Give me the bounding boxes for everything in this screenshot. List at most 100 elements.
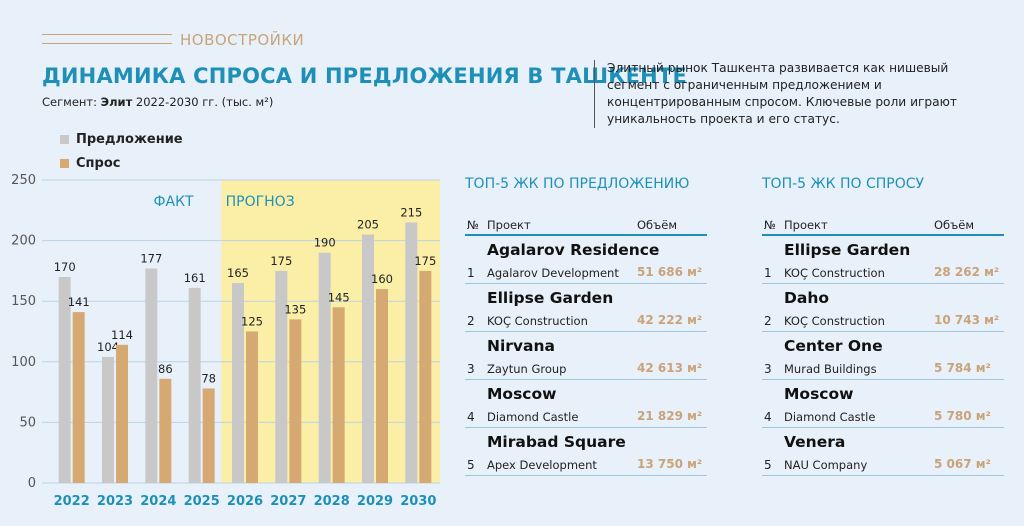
- legend-label-demand: Спрос: [76, 155, 121, 171]
- row-number: 2: [467, 314, 475, 328]
- top-supply-table: № Проект Объём Agalarov Residence 1 Agalar…: [465, 216, 707, 476]
- volume-value: 10 743 м²: [934, 313, 1000, 327]
- bar-demand: [72, 312, 85, 483]
- table-row: Ellipse Garden 2 KOÇ Construction 42 222 м²: [465, 286, 707, 332]
- y-tick-label: 250: [11, 173, 36, 188]
- developer-name: Apex Development: [487, 458, 597, 472]
- bar-demand: [332, 307, 345, 483]
- row-number: 1: [764, 266, 772, 280]
- y-tick-label: 150: [11, 294, 36, 309]
- table-row: Venera 5 NAU Company 5 067 м²: [762, 430, 1004, 476]
- developer-name: Diamond Castle: [784, 410, 876, 424]
- section-kicker: НОВОСТРОЙКИ: [180, 31, 305, 49]
- kicker-decoration: [42, 34, 172, 44]
- volume-value: 42 222 м²: [637, 313, 703, 327]
- data-label: 141: [68, 295, 90, 309]
- volume-value: 28 262 м²: [934, 265, 1000, 279]
- col-project: Проект: [487, 218, 531, 232]
- top-supply-title: ТОП-5 ЖК ПО ПРЕДЛОЖЕНИЮ: [465, 176, 690, 192]
- bar-demand: [159, 378, 172, 483]
- market-note: Элитный рынок Ташкента развивается как н…: [594, 60, 987, 128]
- data-label: 215: [400, 205, 422, 219]
- bar-demand: [246, 331, 258, 483]
- row-number: 3: [764, 362, 772, 376]
- data-label: 190: [314, 236, 336, 250]
- table-row: Nirvana 3 Zaytun Group 42 613 м²: [465, 334, 707, 380]
- legend-item-demand: Спрос: [60, 151, 183, 175]
- x-tick-label: 2028: [314, 494, 350, 509]
- table-body: Agalarov Residence 1 Agalarov Development 5…: [465, 238, 707, 476]
- bar-supply: [318, 252, 331, 483]
- legend-swatch-demand: [60, 158, 69, 168]
- volume-value: 42 613 м²: [637, 361, 703, 375]
- y-tick-label: 50: [19, 415, 36, 430]
- data-label: 135: [284, 302, 306, 316]
- x-tick-label: 2027: [270, 494, 306, 509]
- page-title: ДИНАМИКА СПРОСА И ПРЕДЛОЖЕНИЯ В ТАШКЕНТЕ: [42, 64, 687, 88]
- legend-swatch-supply: [60, 134, 69, 144]
- y-tick-label: 200: [11, 234, 36, 249]
- project-name: Nirvana: [487, 337, 555, 355]
- bar-supply: [188, 287, 201, 483]
- data-label: 160: [371, 272, 393, 286]
- forecast-label: ПРОГНОЗ: [226, 194, 295, 210]
- table-header: № Проект Объём: [762, 216, 1004, 236]
- project-name: Agalarov Residence: [487, 241, 660, 259]
- table-row: Center One 3 Murad Buildings 5 784 м²: [762, 334, 1004, 380]
- bar-supply: [405, 222, 418, 484]
- page-subtitle: Сегмент: Элит 2022-2030 гг. (тыс. м²): [42, 95, 273, 109]
- project-name: Mirabad Square: [487, 433, 626, 451]
- data-label: 175: [270, 254, 292, 268]
- data-label: 114: [111, 328, 133, 342]
- bar-supply: [145, 268, 158, 483]
- bar-supply: [275, 270, 288, 483]
- developer-name: Diamond Castle: [487, 410, 579, 424]
- data-label: 86: [158, 362, 173, 376]
- project-name: Center One: [784, 337, 883, 355]
- row-number: 2: [764, 314, 772, 328]
- bar-demand: [419, 270, 432, 483]
- fact-label: ФАКТ: [153, 194, 194, 210]
- col-project: Проект: [784, 218, 828, 232]
- data-label: 170: [54, 260, 76, 274]
- volume-value: 51 686 м²: [637, 265, 703, 279]
- subtitle-prefix: Сегмент:: [42, 95, 101, 109]
- table-row: Agalarov Residence 1 Agalarov Development 5…: [465, 238, 707, 284]
- project-name: Daho: [784, 289, 830, 307]
- developer-name: Murad Buildings: [784, 362, 877, 376]
- bar-supply: [58, 276, 71, 483]
- data-label: 78: [201, 371, 216, 385]
- project-name: Moscow: [487, 385, 557, 403]
- project-name: Moscow: [784, 385, 854, 403]
- volume-value: 5 780 м²: [934, 409, 991, 423]
- subtitle-segment: Элит: [100, 95, 133, 109]
- data-label: 145: [328, 290, 350, 304]
- legend-label-supply: Предложение: [76, 131, 183, 147]
- top-demand-table: № Проект Объём Ellipse Garden 1 KOÇ Constr…: [762, 216, 1004, 476]
- developer-name: KOÇ Construction: [784, 266, 885, 280]
- top-demand-title: ТОП-5 ЖК ПО СПРОСУ: [762, 176, 925, 192]
- table-body: Ellipse Garden 1 KOÇ Construction 28 262 м²…: [762, 238, 1004, 476]
- x-tick-label: 2030: [400, 494, 436, 509]
- volume-value: 5 067 м²: [934, 457, 991, 471]
- project-name: Venera: [784, 433, 846, 451]
- volume-value: 5 784 м²: [934, 361, 991, 375]
- x-tick-label: 2024: [140, 494, 176, 509]
- developer-name: Agalarov Development: [487, 266, 619, 280]
- data-label: 175: [414, 254, 436, 268]
- row-number: 4: [467, 410, 475, 424]
- col-volume: Объём: [637, 218, 678, 232]
- legend-item-supply: Предложение: [60, 127, 183, 151]
- volume-value: 13 750 м²: [637, 457, 703, 471]
- data-label: 104: [97, 340, 119, 354]
- row-number: 3: [467, 362, 475, 376]
- project-name: Ellipse Garden: [784, 241, 911, 259]
- developer-name: KOÇ Construction: [784, 314, 885, 328]
- data-label: 165: [227, 266, 249, 280]
- x-tick-label: 2023: [97, 494, 133, 509]
- chart-legend: Предложение Спрос: [60, 127, 183, 175]
- bar-supply: [232, 283, 244, 483]
- col-volume: Объём: [934, 218, 975, 232]
- x-tick-label: 2026: [227, 494, 263, 509]
